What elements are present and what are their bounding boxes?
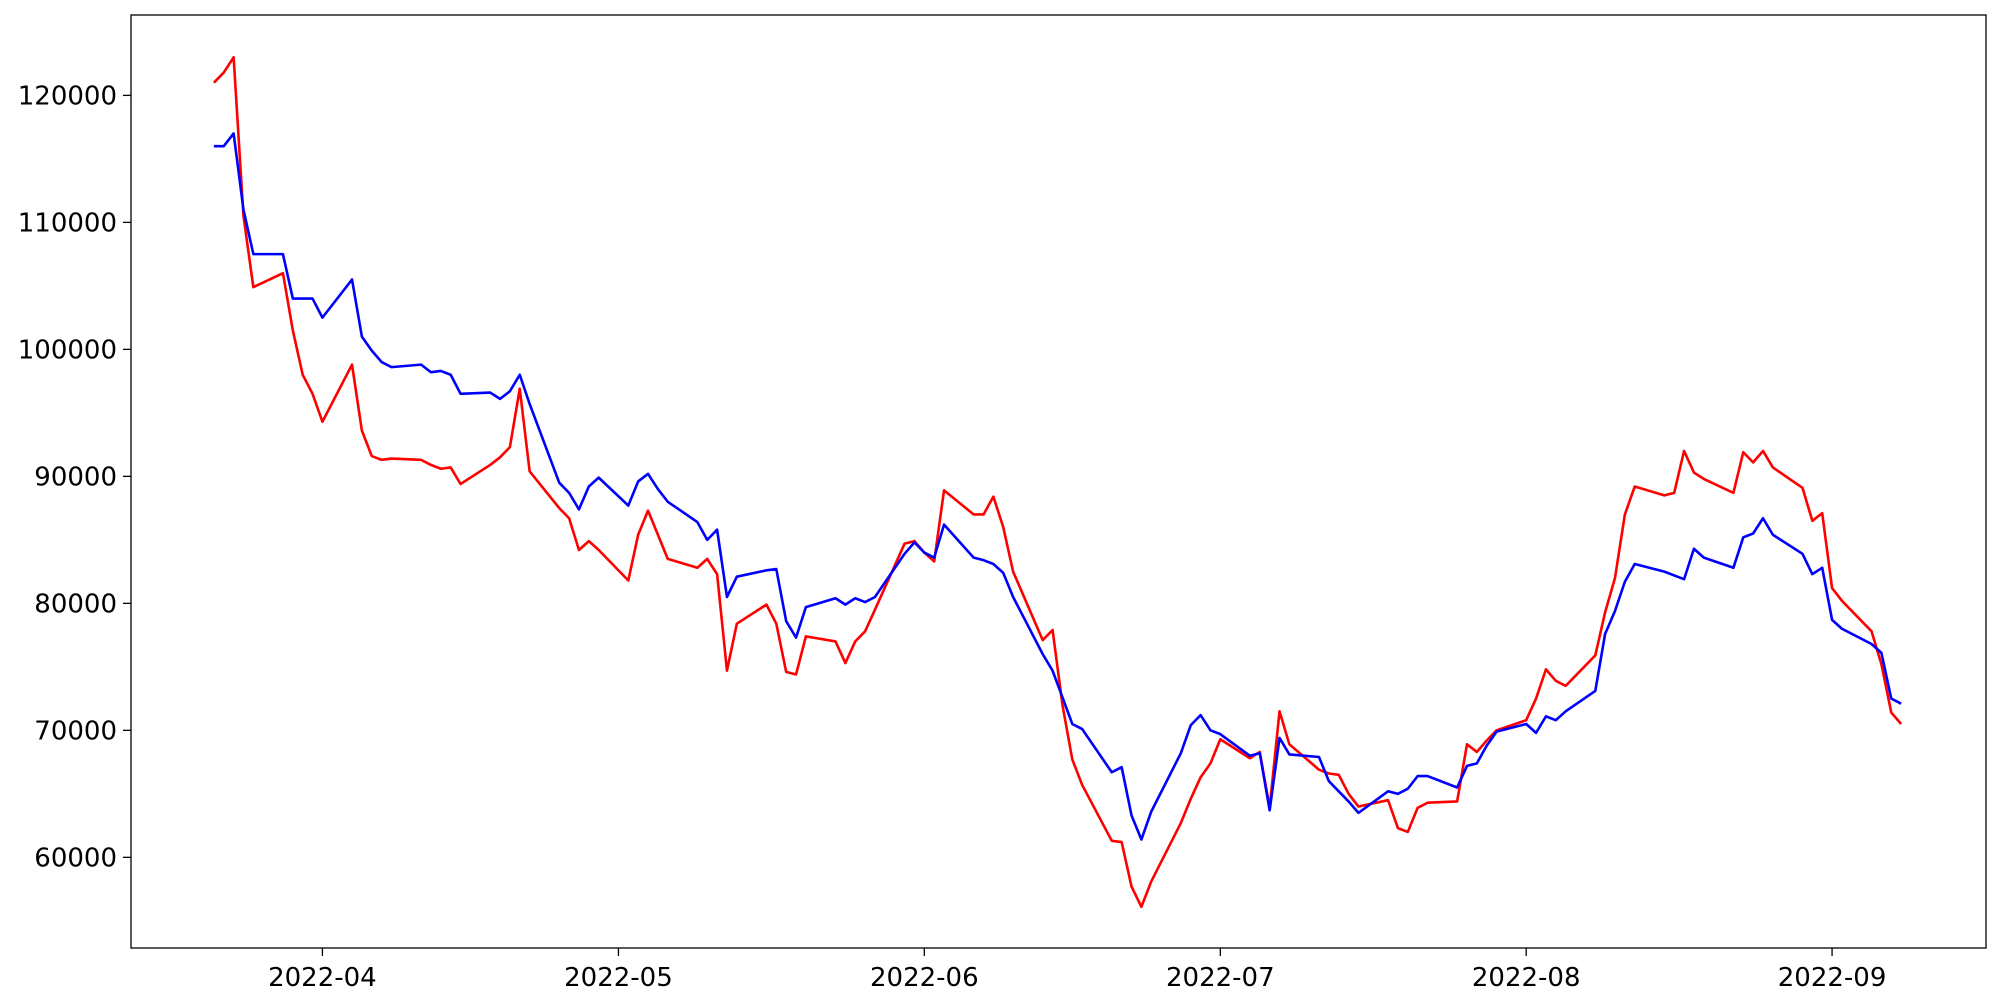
x-tick-label: 2022-09 [1778, 963, 1887, 993]
y-tick-label: 60000 [34, 843, 117, 873]
y-tick-label: 90000 [34, 462, 117, 492]
x-tick-label: 2022-05 [564, 963, 673, 993]
y-tick-label: 80000 [34, 589, 117, 619]
plot-frame [130, 14, 1987, 949]
series-line [212, 55, 1903, 909]
x-tick-label: 2022-06 [870, 963, 979, 993]
x-tick-label: 2022-04 [268, 963, 377, 993]
x-tick-label: 2022-08 [1472, 963, 1581, 993]
x-tick-label: 2022-07 [1166, 963, 1275, 993]
series-line [213, 132, 1902, 841]
y-tick-label: 70000 [34, 716, 117, 746]
y-tick-label: 110000 [18, 208, 117, 238]
y-tick-label: 100000 [18, 335, 117, 365]
y-tick-label: 120000 [18, 81, 117, 111]
